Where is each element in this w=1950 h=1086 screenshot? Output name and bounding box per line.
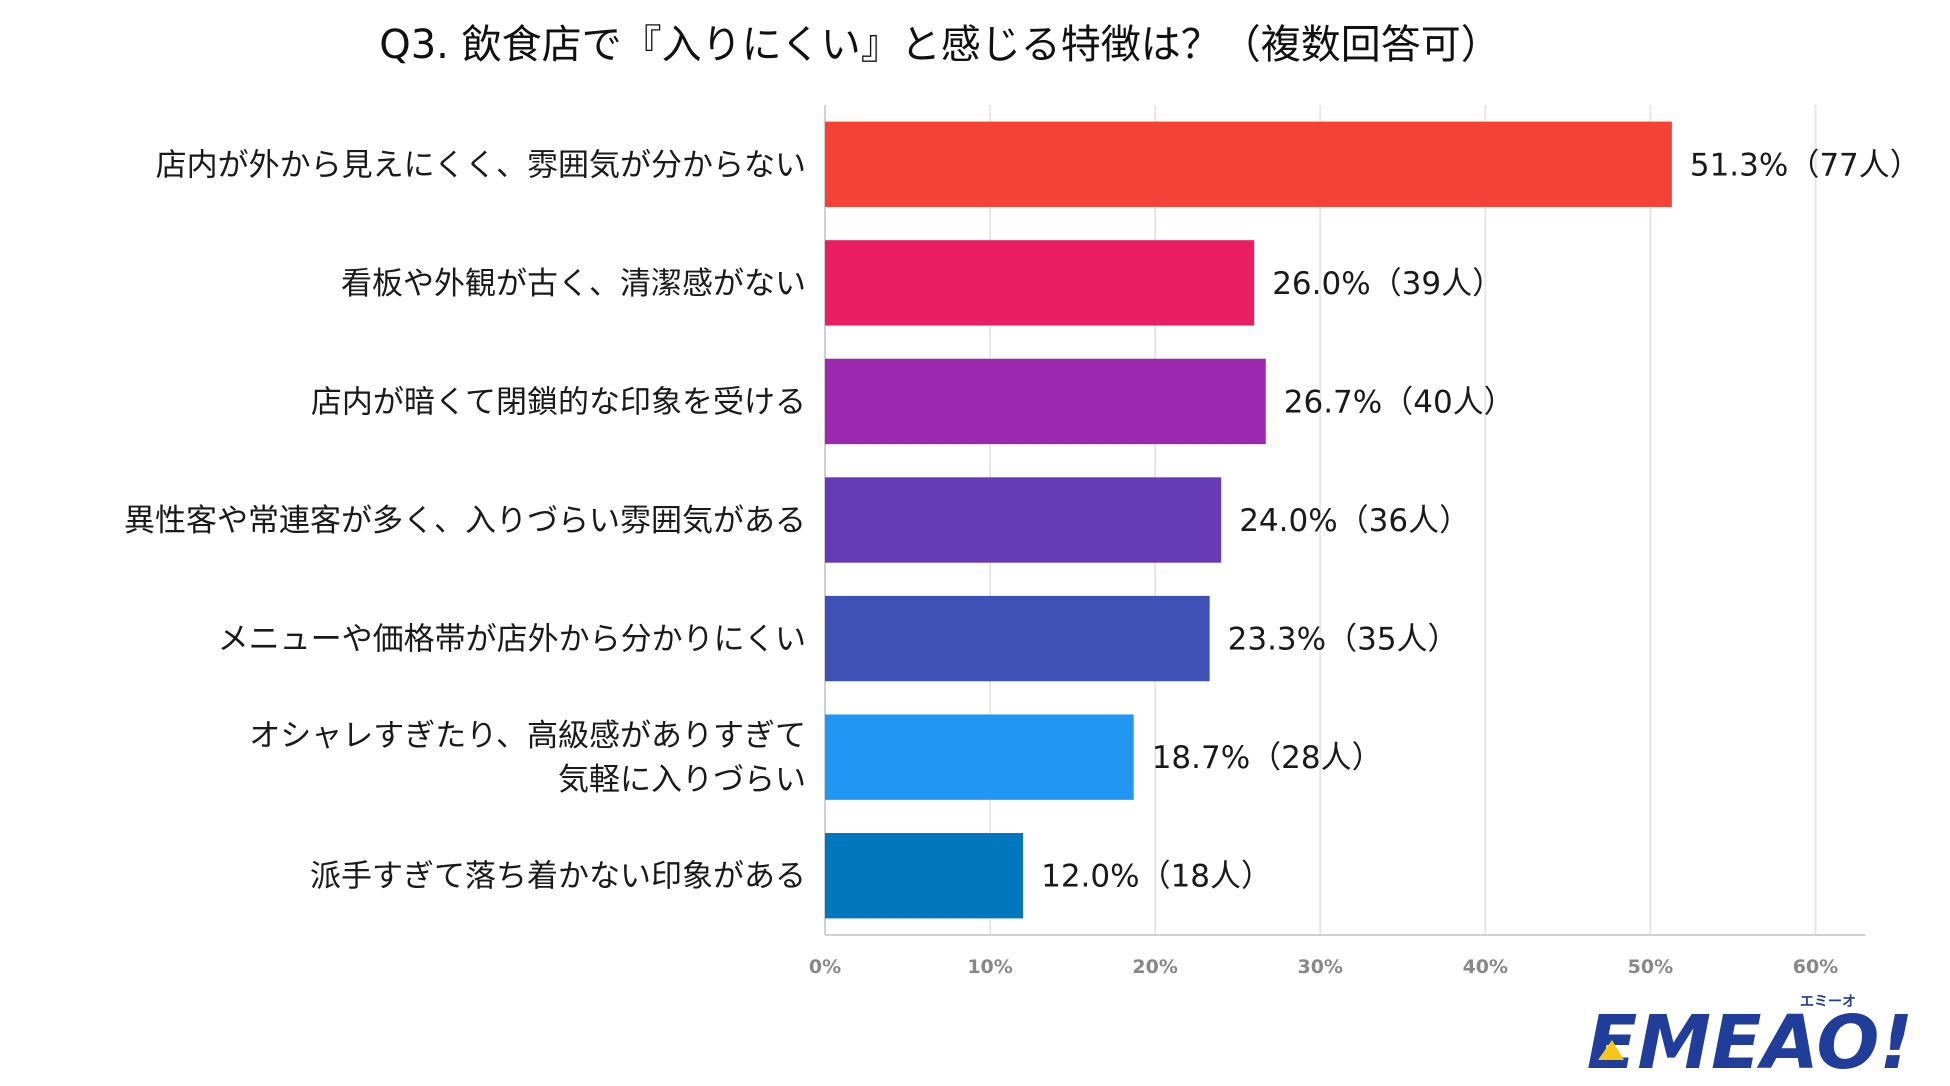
- category-label: メニューや価格帯が店外から分かりにくい: [218, 622, 806, 658]
- category-labels: 店内が外から見えにくく、雰囲気が分からない看板や外観が古く、清潔感がない店内が暗…: [124, 147, 806, 894]
- data-label: 26.0%（39人）: [1272, 266, 1503, 302]
- bars-layer: [825, 121, 1672, 919]
- bar-5: [825, 595, 1210, 682]
- data-labels: 51.3%（77人） 26.0%（39人） 26.7%（40人） 24.0%（36人）…: [1041, 147, 1921, 894]
- logo-accent-shape: [1598, 1040, 1624, 1060]
- x-tick-label: 30%: [1297, 956, 1342, 978]
- data-label: 23.3%（35人）: [1228, 622, 1459, 658]
- data-label: 12.0%（18人）: [1041, 859, 1272, 895]
- category-label: 店内が暗くて閉鎖的な印象を受ける: [311, 384, 806, 420]
- data-label: 18.7%（28人）: [1152, 740, 1383, 776]
- category-label: 派手すぎて落ち着かない印象がある: [310, 859, 806, 895]
- bar-1: [825, 121, 1672, 207]
- category-label: 異性客や常連客が多く、入りづらい雰囲気がある: [124, 503, 806, 539]
- chart-title: Q3. 飲食店で『入りにくい』と感じる特徴は？（複数回答可）: [379, 22, 1501, 68]
- bar-7: [825, 833, 1024, 919]
- logo-text: EMEAO!: [1587, 1000, 1913, 1086]
- data-label: 51.3%（77人）: [1690, 147, 1921, 183]
- category-label: 看板や外観が古く、清潔感がない: [341, 266, 806, 302]
- bar-3: [825, 358, 1266, 445]
- x-tick-label: 40%: [1463, 956, 1508, 978]
- bar-6: [825, 714, 1134, 800]
- x-tick-label: 10%: [967, 956, 1012, 978]
- x-axis-ticks: 0% 10% 20% 30% 40% 50% 60%: [809, 956, 1838, 978]
- data-label: 26.7%（40人）: [1284, 384, 1515, 420]
- x-tick-label: 50%: [1628, 956, 1673, 978]
- category-label: 気軽に入りづらい: [558, 762, 806, 798]
- bar-4: [825, 477, 1222, 563]
- data-label: 24.0%（36人）: [1239, 503, 1470, 539]
- bar-2: [825, 240, 1255, 326]
- x-tick-label: 20%: [1132, 956, 1177, 978]
- x-tick-label: 0%: [809, 956, 841, 978]
- x-tick-label: 60%: [1793, 956, 1838, 978]
- category-label: 店内が外から見えにくく、雰囲気が分からない: [156, 147, 806, 183]
- emeao-logo: エミーオ EMEAO!: [1587, 994, 1913, 1086]
- logo-ruby: エミーオ: [1800, 994, 1856, 1010]
- category-label: オシャレすぎたり、高級感がありすぎて: [249, 718, 806, 754]
